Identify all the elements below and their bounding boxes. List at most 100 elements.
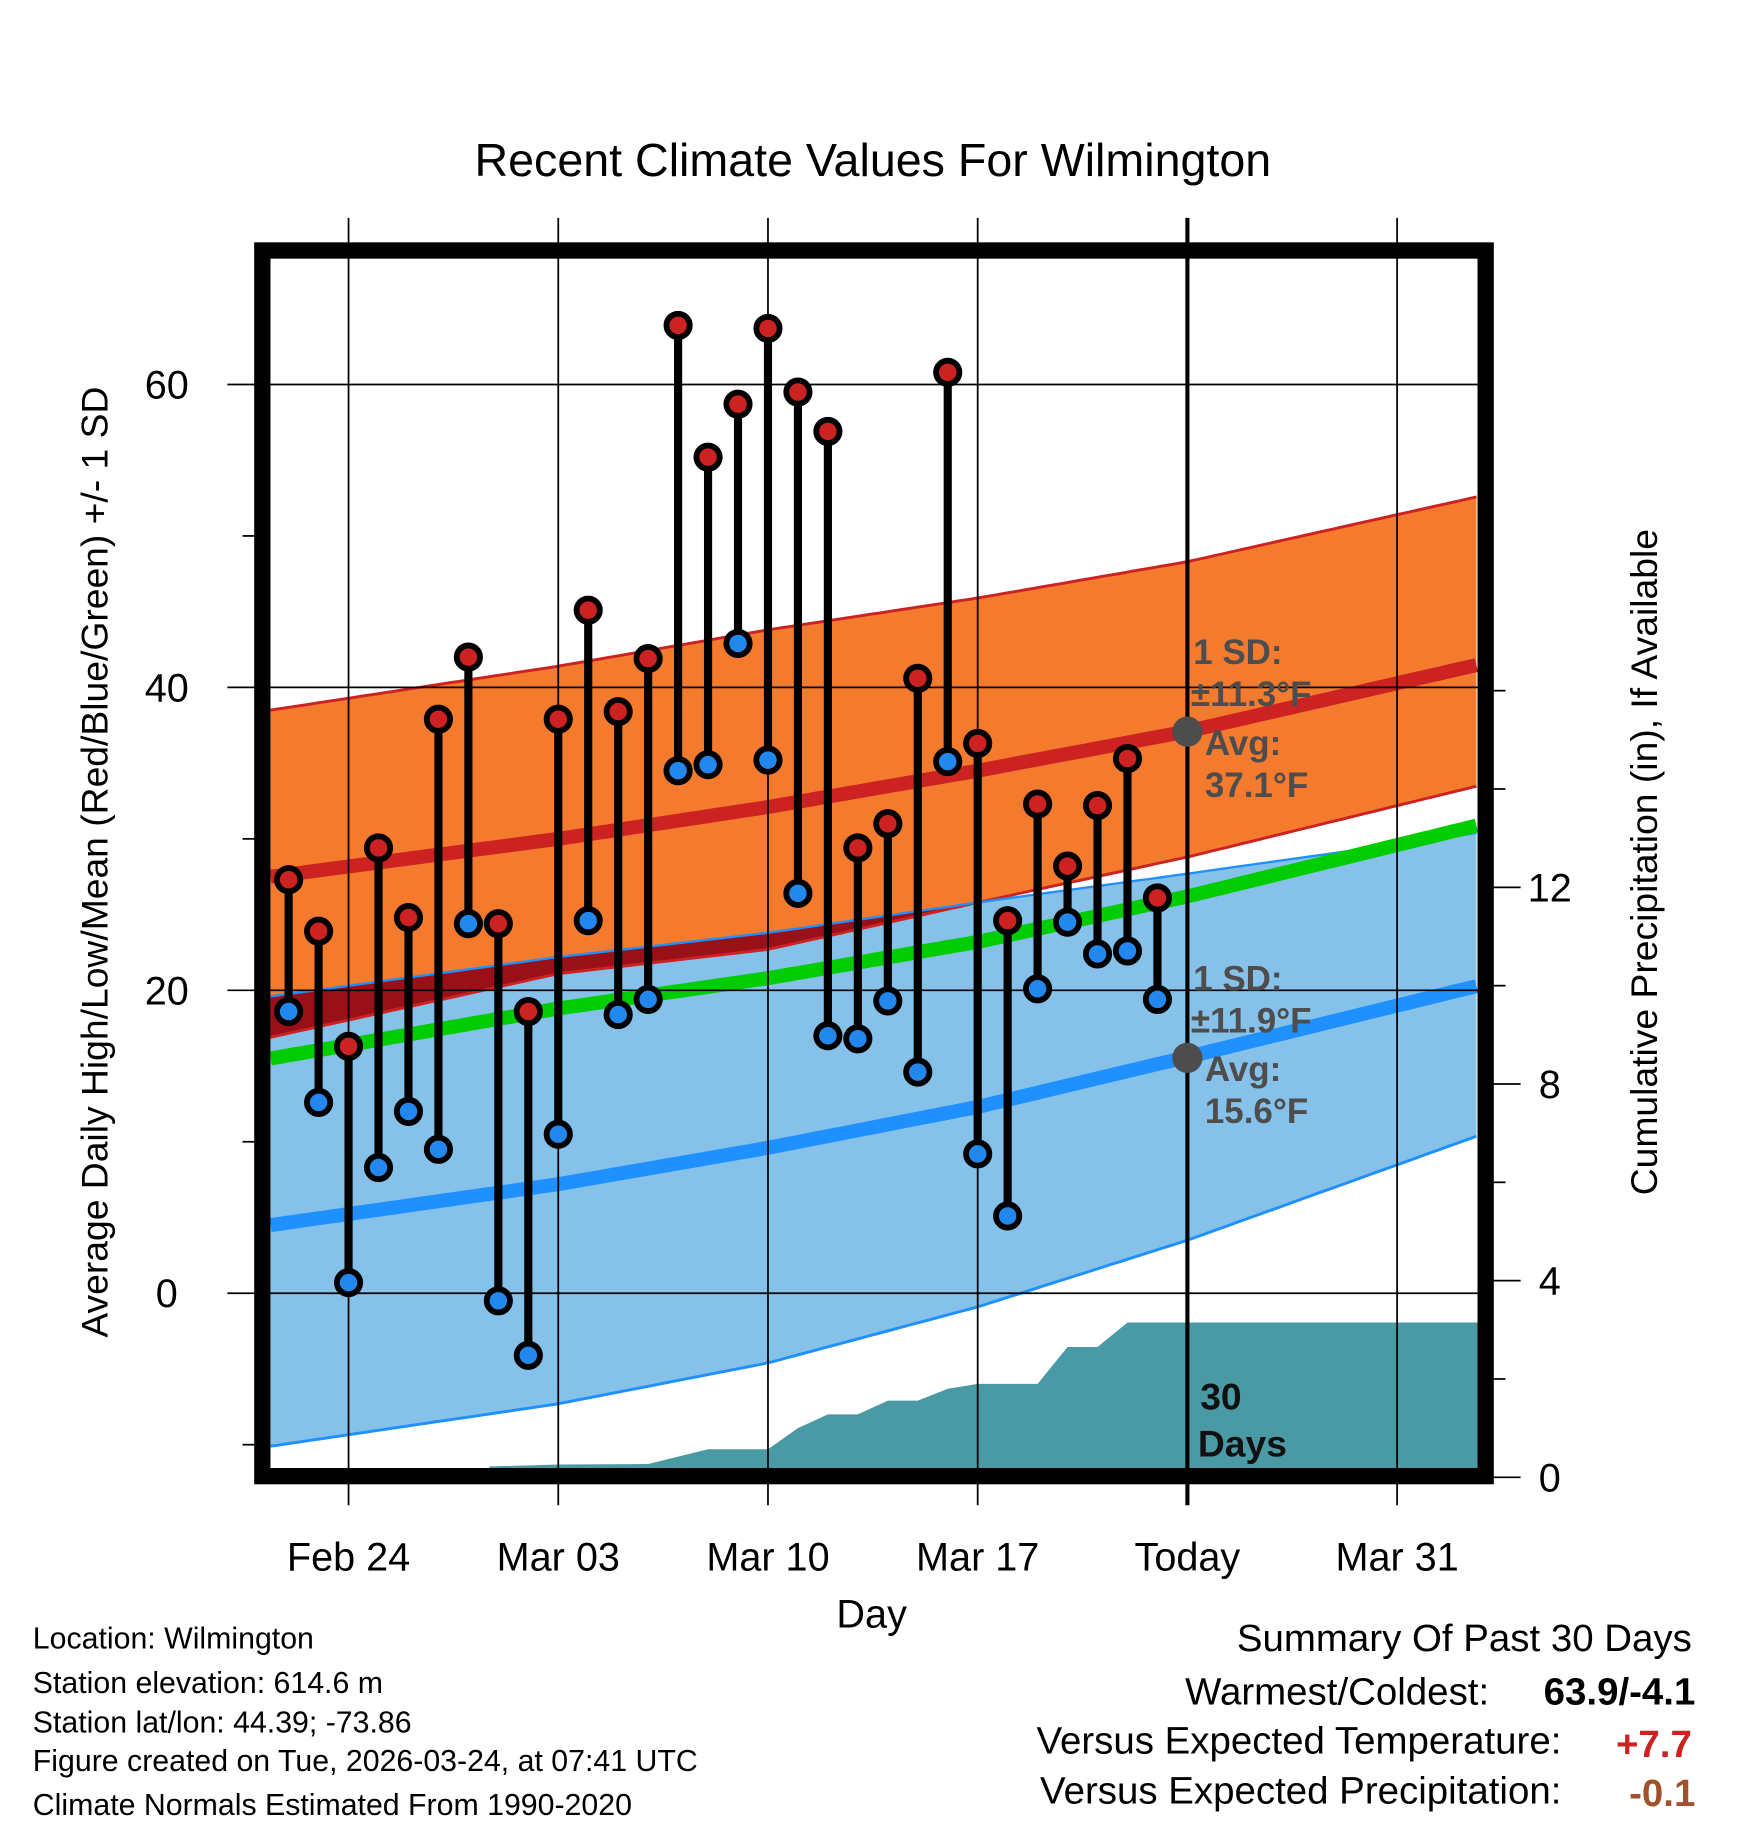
x-tick-label: Mar 17 (916, 1536, 1039, 1580)
y-axis-label: Average Daily High/Low/Mean (Red/Blue/Gr… (73, 387, 115, 1338)
daily-high-point (843, 833, 873, 863)
daily-low-point (813, 1021, 843, 1051)
y2-tick-label: 0 (1539, 1456, 1561, 1500)
daily-low-point (1082, 939, 1113, 969)
normals-layer (270, 258, 1478, 1468)
high-sd-label: 1 SD: (1193, 633, 1282, 672)
daily-high-point (1082, 790, 1113, 821)
daily-high-point (873, 809, 903, 839)
daily-low-point (663, 756, 693, 786)
daily-high-point (783, 377, 813, 407)
daily-high-point (813, 416, 843, 446)
info-latlon: Station lat/lon: 44.39; -73.86 (33, 1706, 412, 1739)
daily-high-point (453, 642, 483, 672)
daily-high-point (753, 313, 783, 343)
days-word: Days (1198, 1422, 1287, 1464)
warm-cold-label: Warmest/Coldest: (1185, 1671, 1489, 1714)
daily-low-point (393, 1096, 424, 1127)
high-avg-marker (1172, 716, 1203, 747)
low-plus-sd-line (270, 831, 1477, 998)
daily-high-point (573, 595, 603, 625)
daily-low-point (1023, 974, 1053, 1004)
low-sd-value: ±11.9°F (1191, 1001, 1312, 1040)
grid-layer (227, 217, 1521, 1506)
daily-low-point (753, 745, 783, 775)
y-tick-label: 40 (145, 666, 189, 710)
daily-high-point (333, 1031, 364, 1061)
x-tick-label: Mar 10 (706, 1536, 829, 1580)
daily-low-point (1142, 984, 1173, 1014)
precip-area (489, 1322, 1478, 1468)
low-minus-sd-line (270, 1134, 1477, 1448)
summary-panel: Summary Of Past 30 Days Warmest/Coldest:… (1036, 1617, 1695, 1815)
x-tick-label: Today (1135, 1536, 1241, 1580)
daily-low-point (1052, 907, 1083, 937)
daily-low-point (963, 1139, 993, 1169)
info-normals: Climate Normals Estimated From 1990-2020 (33, 1789, 632, 1822)
daily-low-point (993, 1201, 1023, 1231)
high-minus-sd-line (270, 784, 1477, 1039)
daily-low-point (543, 1119, 573, 1149)
normal-annotations: 1 SD: ±11.3°F Avg: 37.1°F 1 SD: ±11.9°F … (1172, 633, 1311, 1131)
y2-tick-label: 4 (1539, 1260, 1561, 1304)
info-elevation: Station elevation: 614.6 m (33, 1667, 383, 1700)
daily-low-point (513, 1340, 543, 1370)
y2-tick-label: 8 (1539, 1063, 1561, 1107)
y-tick-label: 20 (145, 969, 189, 1013)
daily-high-point (1023, 789, 1053, 819)
daily-low-point (304, 1087, 334, 1117)
daily-low-point (483, 1286, 513, 1316)
daily-high-point (933, 357, 963, 387)
daily-low-point (693, 750, 723, 780)
daily-low-point (333, 1268, 364, 1298)
daily-high-point (603, 697, 633, 727)
chart-title: Recent Climate Values For Wilmington (474, 134, 1271, 186)
daily-high-point (633, 644, 663, 674)
days-count: 30 (1200, 1376, 1241, 1418)
y2-tick-label: 12 (1528, 866, 1572, 910)
daily-high-point (274, 865, 304, 895)
daily-high-point (993, 906, 1023, 936)
daily-low-point (873, 986, 903, 1016)
info-created: Figure created on Tue, 2026-03-24, at 07… (33, 1745, 698, 1778)
daily-high-point (543, 704, 573, 734)
daily-high-point (393, 903, 424, 933)
daily-high-point (723, 389, 753, 419)
daily-low-point (903, 1057, 933, 1087)
x-tick-label: Mar 03 (497, 1536, 620, 1580)
daily-high-point (1112, 744, 1143, 774)
daily-low-point (453, 909, 483, 939)
temp-departure-label: Versus Expected Temperature: (1036, 1719, 1561, 1762)
low-avg-value: 15.6°F (1205, 1092, 1308, 1131)
low-sd-label: 1 SD: (1193, 959, 1282, 998)
daily-high-point (304, 916, 334, 946)
daily-low-point (1112, 936, 1143, 966)
low-avg-marker (1172, 1042, 1203, 1074)
daily-low-point (363, 1152, 394, 1183)
daily-high-point (693, 442, 723, 472)
high-sd-value: ±11.3°F (1191, 675, 1312, 714)
station-info: Location: Wilmington Station elevation: … (33, 1623, 698, 1823)
daily-high-point (363, 833, 394, 863)
daily-low-point (633, 984, 663, 1014)
warm-cold-value: 63.9/-4.1 (1544, 1671, 1696, 1714)
y-tick-label: 60 (145, 363, 189, 407)
mean-line (270, 818, 1478, 1066)
x-axis-label: Day (836, 1593, 907, 1637)
x-tick-label: Mar 31 (1335, 1536, 1458, 1580)
temp-departure-value: +7.7 (1616, 1723, 1692, 1766)
daily-low-point (723, 628, 753, 659)
y2-axis-label: Cumulative Precipitation (in), If Availa… (1623, 529, 1665, 1195)
daily-low-point (933, 747, 963, 777)
daily-high-point (663, 310, 693, 340)
daily-low-point (783, 878, 813, 908)
axes-layer: Feb 24 Mar 03 Mar 10 Mar 17 Today Mar 3102040… (145, 363, 1572, 1579)
daily-high-point (513, 996, 543, 1027)
daily-high-point (423, 704, 453, 734)
daily-low-point (423, 1134, 453, 1164)
daily-low-point (274, 996, 304, 1027)
low-avg-label: Avg: (1205, 1050, 1281, 1089)
daily-high-point (1142, 883, 1173, 913)
avg-low-line (270, 979, 1478, 1232)
high-avg-label: Avg: (1205, 724, 1281, 763)
